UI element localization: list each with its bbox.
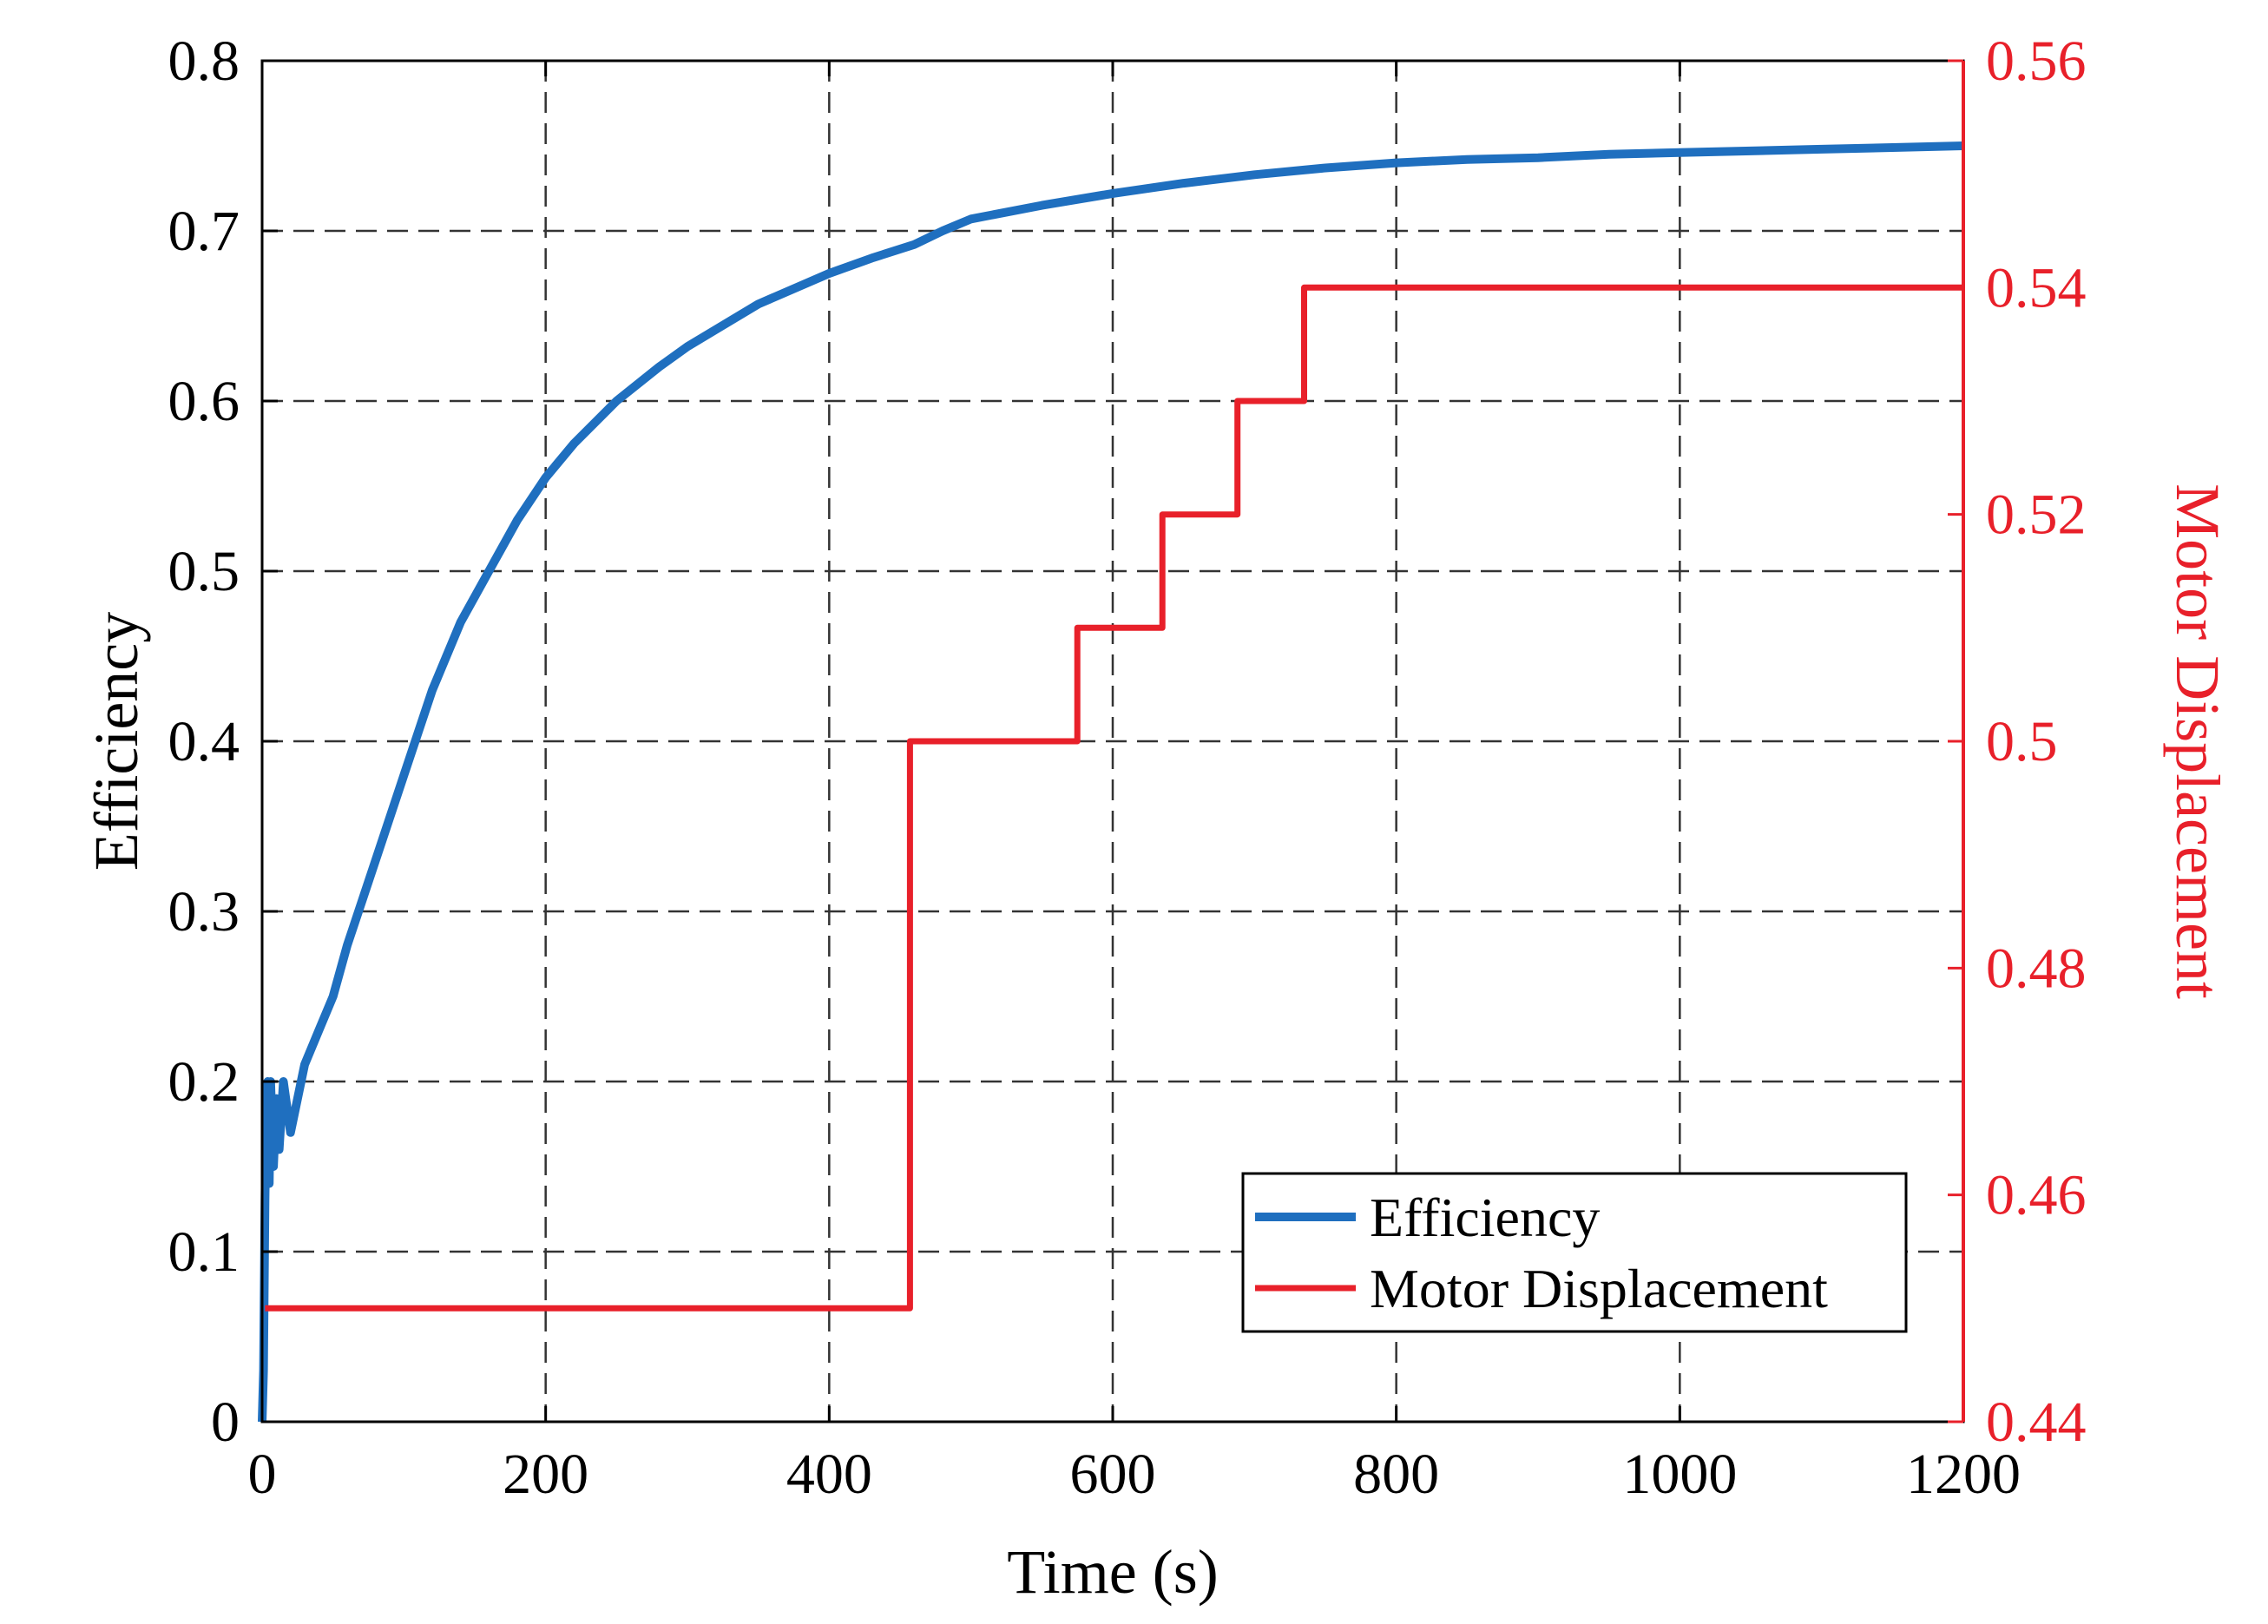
y-axis-left: 0 0.1 0.2 0.3 0.4 0.5 0.6 0.7 0.8 xyxy=(168,30,278,1454)
y-axis-right-title: Motor Displacement xyxy=(2163,483,2232,999)
y-tick-label: 0.7 xyxy=(168,200,240,263)
y-tick-label: 0.1 xyxy=(168,1220,240,1284)
x-tick-label: 200 xyxy=(503,1443,588,1506)
y-tick-label: 0.4 xyxy=(168,710,240,773)
y2-tick-label: 0.44 xyxy=(1986,1391,2087,1454)
legend-label: Motor Displacement xyxy=(1370,1258,1828,1319)
plot-series xyxy=(258,141,1964,1423)
x-tick-label: 1000 xyxy=(1622,1443,1737,1506)
y2-tick-label: 0.54 xyxy=(1986,256,2087,319)
x-tick-label: 400 xyxy=(786,1443,872,1506)
y-tick-label: 0.6 xyxy=(168,370,240,433)
legend-box xyxy=(1241,1172,1908,1333)
x-tick-label: 0 xyxy=(248,1443,277,1506)
x-tick-label: 600 xyxy=(1070,1443,1156,1506)
x-axis-title: Time (s) xyxy=(1007,1537,1218,1607)
y2-tick-label: 0.48 xyxy=(1986,937,2087,1000)
y2-tick-label: 0.56 xyxy=(1986,30,2087,93)
y-axis-right: 0.44 0.46 0.48 0.5 0.52 0.54 0.56 xyxy=(1948,30,2087,1454)
y-tick-label: 0.3 xyxy=(168,880,240,943)
series-line-motor-displacement xyxy=(265,284,1963,1312)
series-line-efficiency xyxy=(258,141,1964,1423)
y-tick-label: 0.8 xyxy=(168,30,240,93)
y-tick-label: 0.2 xyxy=(168,1050,240,1114)
y2-tick-label: 0.46 xyxy=(1986,1164,2087,1227)
y-axis-left-title: Efficiency xyxy=(82,612,151,871)
legend: Efficiency Motor Displacement xyxy=(1241,1172,1908,1333)
y-tick-label: 0.5 xyxy=(168,540,240,603)
x-tick-label: 800 xyxy=(1353,1443,1439,1506)
y2-tick-label: 0.52 xyxy=(1986,483,2087,547)
y-tick-label: 0 xyxy=(211,1391,240,1454)
x-axis: 0 200 400 600 800 1000 1200 xyxy=(248,61,2021,1506)
legend-label: Efficiency xyxy=(1370,1187,1600,1248)
y2-tick-label: 0.5 xyxy=(1986,710,2058,773)
x-tick-label: 1200 xyxy=(1906,1443,2021,1506)
